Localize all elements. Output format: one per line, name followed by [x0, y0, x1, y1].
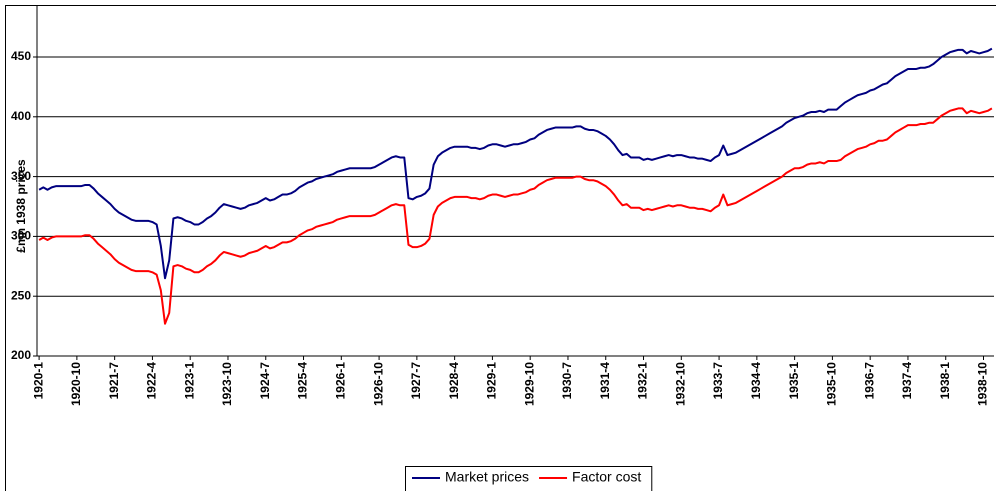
y-tick-label: 200 — [11, 348, 31, 362]
x-tick-label: 1923-10 — [220, 362, 234, 406]
x-tick-label: 1930-7 — [560, 362, 574, 400]
series-line — [38, 107, 993, 325]
x-tick-label: 1925-4 — [296, 362, 310, 400]
y-tick-label: 350 — [11, 169, 31, 183]
x-tick-label: 1923-1 — [182, 362, 196, 400]
x-tick-label: 1920-1 — [31, 362, 45, 400]
x-tick-label: 1921-7 — [107, 362, 121, 400]
legend-box — [405, 466, 653, 491]
x-tick-label: 1931-4 — [598, 362, 612, 400]
x-tick-label: 1936-7 — [862, 362, 876, 400]
x-tick-label: 1926-1 — [333, 362, 347, 400]
x-tick-label: 1934-4 — [749, 362, 763, 400]
legend-label: Factor cost — [572, 469, 641, 485]
x-tick-label: 1926-10 — [371, 362, 385, 406]
x-tick-label: 1929-1 — [485, 362, 499, 400]
x-tick-label: 1938-10 — [976, 362, 990, 406]
x-tick-label: 1933-7 — [711, 362, 725, 400]
y-tick-label: 400 — [11, 109, 31, 123]
x-tick-label: 1922-4 — [145, 362, 159, 400]
x-tick-label: 1928-4 — [447, 362, 461, 400]
y-tick-label: 250 — [11, 288, 31, 302]
legend: Market prices Factor cost — [405, 466, 653, 491]
x-tick-label: 1927-7 — [409, 362, 423, 400]
x-tick-label: 1935-10 — [825, 362, 839, 406]
chart-frame — [5, 5, 996, 491]
x-tick-label: 1932-1 — [636, 362, 650, 400]
y-tick-label: 450 — [11, 49, 31, 63]
series-line — [38, 47, 993, 280]
y-tick-label: 300 — [11, 229, 31, 243]
y-axis-title: £mn 1938 prices — [14, 159, 28, 253]
x-tick-label: 1937-4 — [900, 362, 914, 400]
x-tick-label: 1929-10 — [522, 362, 536, 406]
x-tick-label: 1920-10 — [69, 362, 83, 406]
legend-label: Market prices — [445, 469, 529, 485]
x-tick-label: 1932-10 — [673, 362, 687, 406]
x-tick-label: 1924-7 — [258, 362, 272, 400]
x-tick-label: 1935-1 — [787, 362, 801, 400]
x-tick-label: 1938-1 — [938, 362, 952, 400]
